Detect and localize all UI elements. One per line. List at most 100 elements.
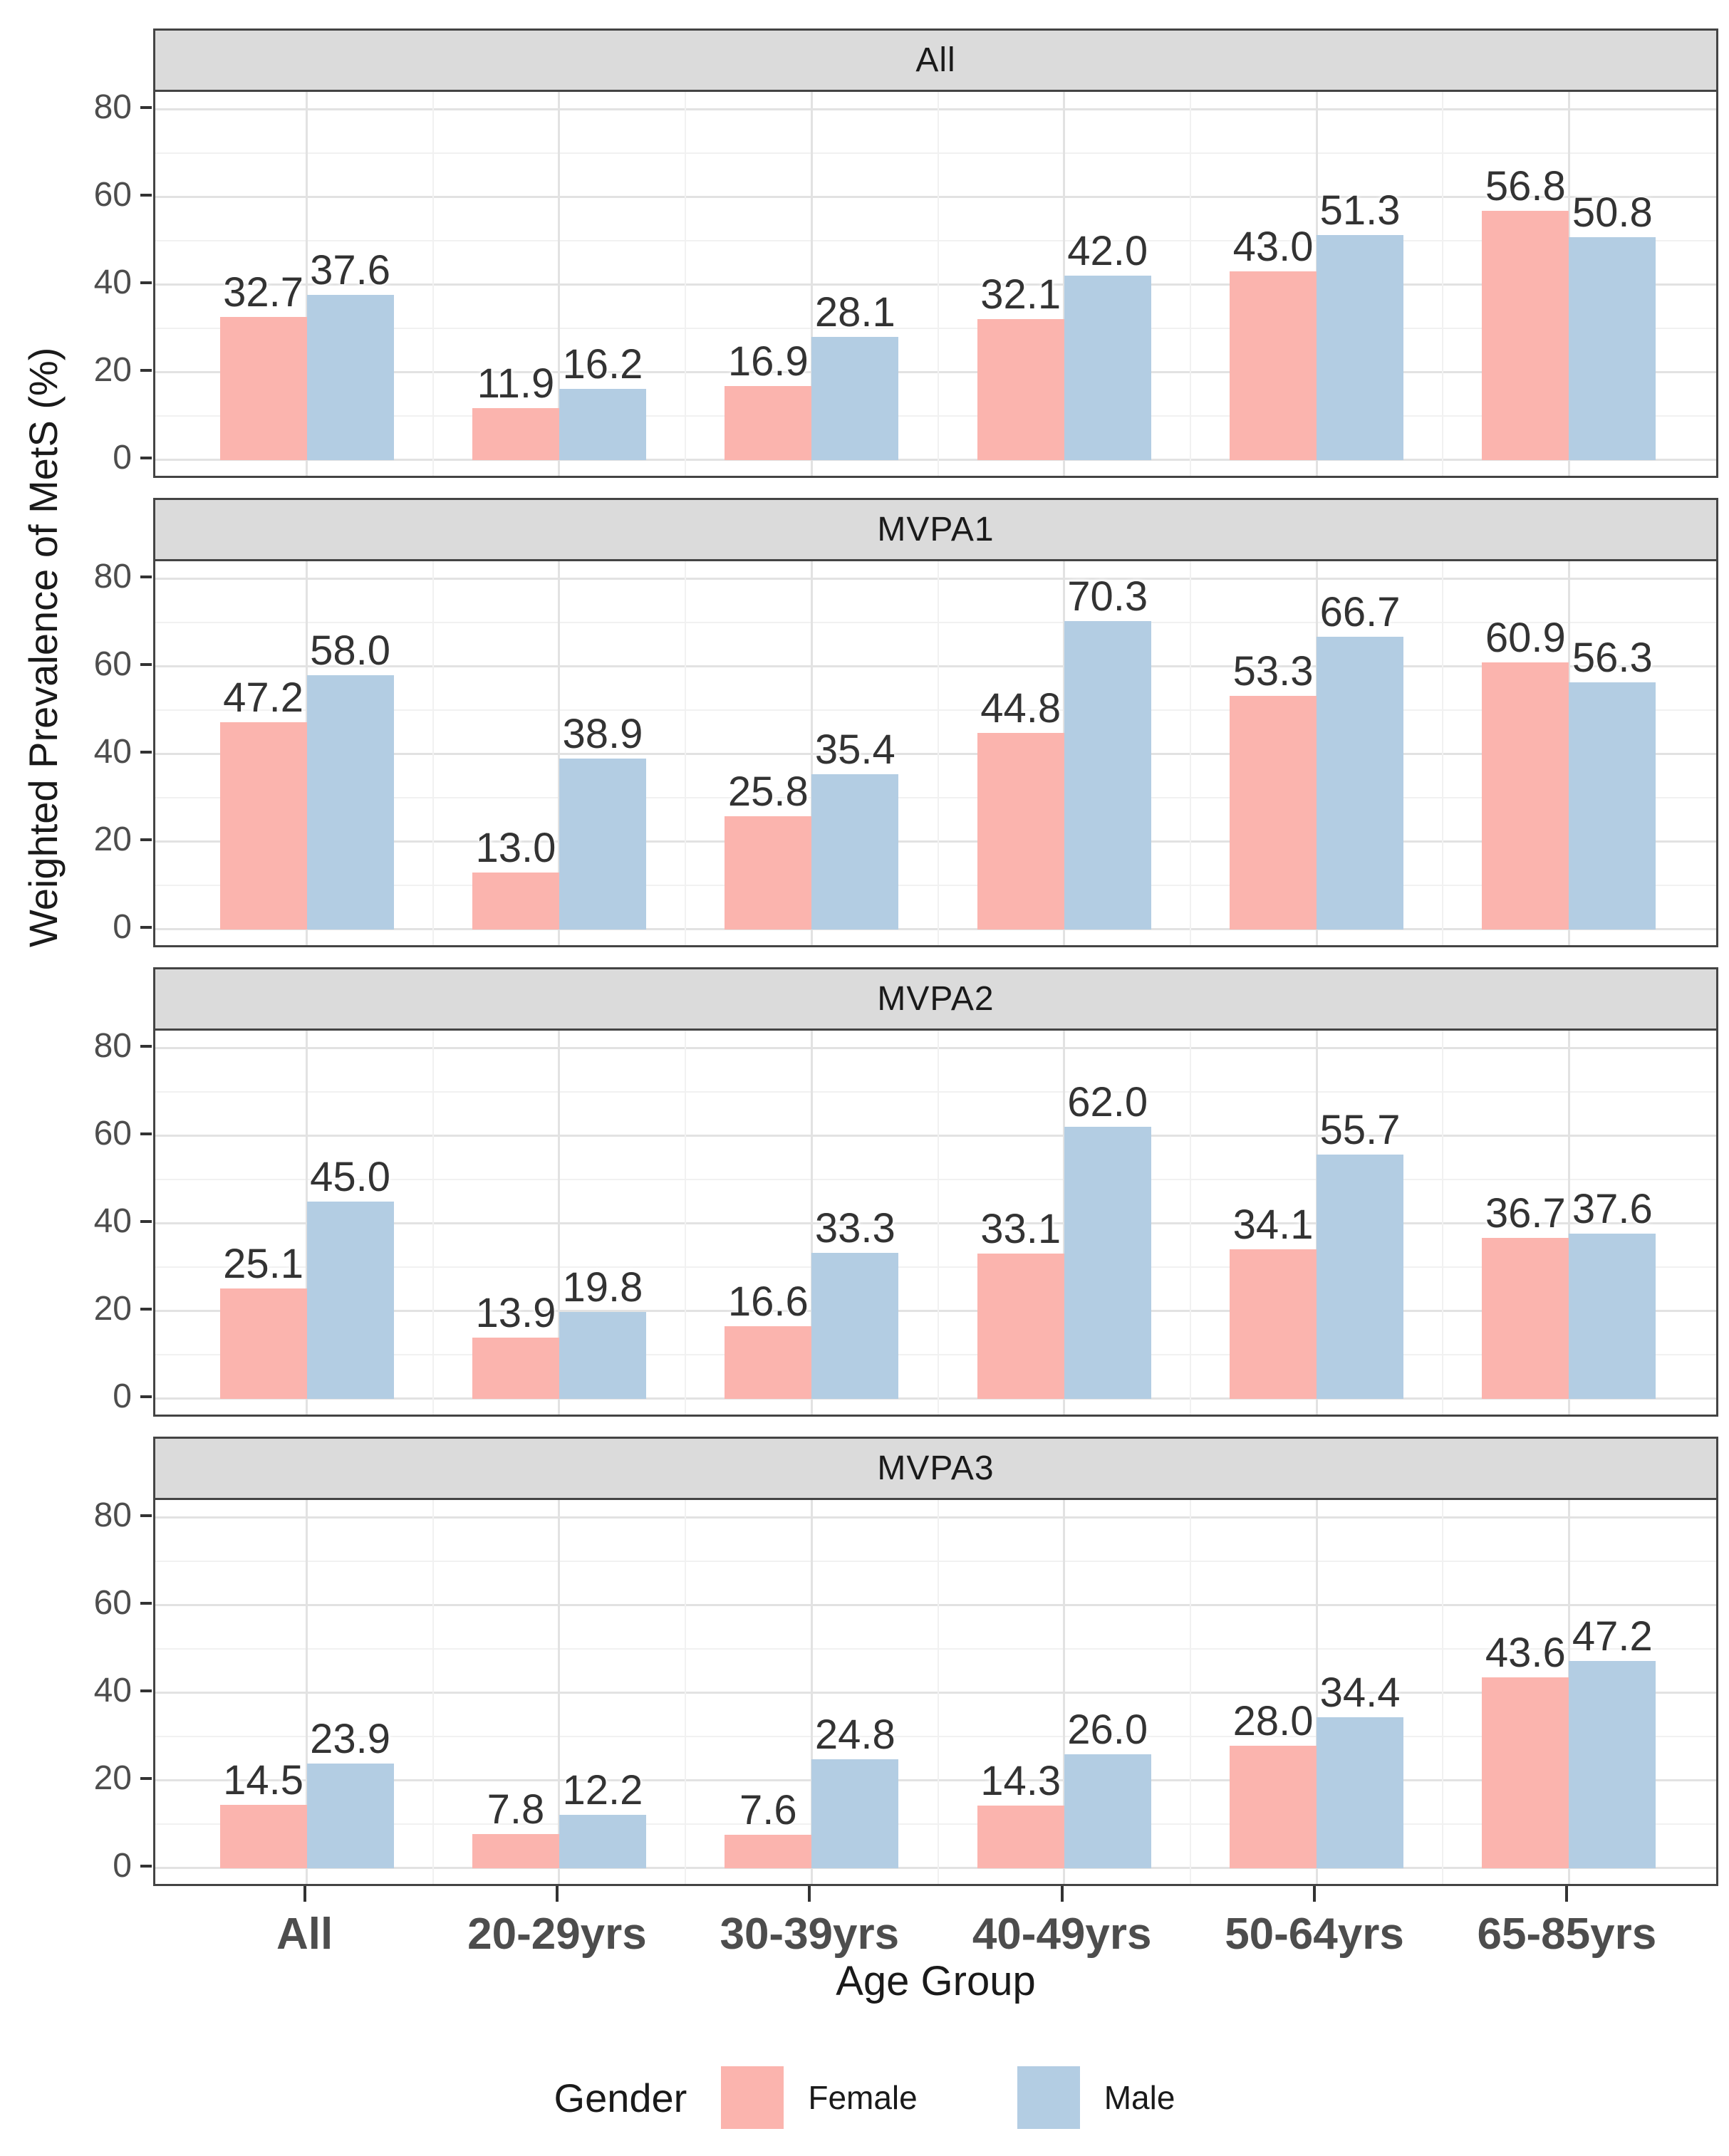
bar-female (725, 1326, 812, 1399)
gridline-minor-h (155, 415, 1716, 417)
gridline-minor-v (432, 1500, 434, 1884)
bar-value-label: 25.1 (223, 1241, 304, 1288)
y-tick-mark (140, 456, 152, 459)
bar-female (977, 319, 1064, 460)
bar-male (559, 759, 646, 929)
legend-entry-male: Male (1017, 2066, 1175, 2129)
gridline-minor-v (1442, 1031, 1444, 1415)
bar-value-label: 58.0 (310, 627, 391, 674)
bar-male (559, 389, 646, 460)
y-tick-label: 40 (93, 1202, 132, 1240)
facet-strip-label: MVPA3 (877, 1449, 995, 1487)
gridline-major-h (155, 108, 1716, 111)
gridline-major-h (155, 1692, 1716, 1694)
bar-female (472, 1338, 559, 1399)
bar-male (1064, 621, 1151, 929)
gridline-minor-v (937, 92, 939, 476)
bar-value-label: 51.3 (1319, 187, 1401, 234)
bar-value-label: 66.7 (1319, 589, 1401, 636)
gridline-minor-h (155, 622, 1716, 624)
gridline-major-h (155, 578, 1716, 580)
bar-female (1230, 1745, 1317, 1868)
y-tick-mark (140, 281, 152, 284)
y-tick-label: 60 (93, 1114, 132, 1152)
bar-value-label: 33.3 (814, 1204, 895, 1251)
x-category-label: 30-39yrs (720, 1910, 900, 1959)
bar-male (1064, 1754, 1151, 1868)
bar-male (559, 1814, 646, 1868)
gridline-minor-h (155, 709, 1716, 712)
bar-value-label: 12.2 (562, 1766, 643, 1813)
bar-value-label: 26.0 (1067, 1706, 1148, 1753)
plot-area-mvpa3: 14.5 7.8 7.6 14.3 28.0 43.6 23.9 12.2 24.8 26.0 34… (153, 1498, 1718, 1886)
gridline-major-v (558, 92, 561, 476)
bar-female (725, 385, 812, 460)
y-tick-label: 40 (93, 732, 132, 771)
bar-male (1569, 1234, 1656, 1399)
bar-value-label: 42.0 (1067, 228, 1148, 275)
x-tick-mark (1565, 1886, 1569, 1902)
bar-value-label: 56.8 (1485, 163, 1566, 210)
bar-value-label: 43.0 (1232, 224, 1314, 271)
y-tick-mark (140, 662, 152, 666)
bar-value-label: 7.8 (487, 1786, 545, 1833)
bar-value-label: 53.3 (1232, 647, 1314, 694)
bar-value-label: 34.4 (1319, 1670, 1401, 1717)
bar-male (811, 774, 899, 929)
bar-value-label: 37.6 (1572, 1186, 1653, 1233)
y-tick-mark (140, 105, 152, 109)
y-tick-mark (140, 1132, 152, 1135)
gridline-minor-v (1442, 1500, 1444, 1884)
gridline-major-h (155, 1397, 1716, 1400)
y-tick-mark (140, 1689, 152, 1692)
bar-value-label: 32.1 (980, 271, 1061, 318)
legend-title: Gender (554, 2075, 687, 2120)
gridline-major-h (155, 1604, 1716, 1607)
bar-value-label: 62.0 (1067, 1079, 1148, 1126)
bar-value-label: 16.6 (727, 1278, 809, 1325)
gridline-major-v (306, 92, 308, 476)
bar-male (1569, 237, 1656, 460)
gridline-major-v (558, 561, 561, 945)
legend: Gender Female Male (0, 2051, 1729, 2144)
bar-value-label: 44.8 (980, 685, 1061, 732)
facet-strip-all: All (153, 28, 1718, 92)
bar-female (977, 733, 1064, 929)
bar-female (725, 816, 812, 929)
bar-female (1230, 271, 1317, 460)
legend-label-male: Male (1104, 2079, 1175, 2116)
male-color-swatch (1017, 2066, 1080, 2129)
bar-female (1230, 1249, 1317, 1399)
y-tick-mark (140, 1776, 152, 1780)
bar-value-label: 45.0 (310, 1153, 391, 1200)
x-category-label: All (276, 1910, 333, 1959)
bar-female (725, 1835, 812, 1868)
y-tick-mark (140, 1601, 152, 1605)
gridline-major-h (155, 1047, 1716, 1050)
bar-female (219, 1804, 307, 1868)
bar-female (219, 316, 307, 460)
gridline-minor-v (937, 561, 939, 945)
bar-female (219, 1288, 307, 1399)
bar-value-label: 33.1 (980, 1206, 1061, 1253)
facet-strip-mvpa1: MVPA1 (153, 498, 1718, 561)
bar-value-label: 14.5 (223, 1756, 304, 1803)
bar-value-label: 28.0 (1232, 1697, 1314, 1744)
gridline-minor-v (1442, 561, 1444, 945)
bar-value-label: 43.6 (1485, 1629, 1566, 1676)
female-color-swatch (721, 2066, 784, 2129)
facet-strip-mvpa2: MVPA2 (153, 967, 1718, 1031)
bar-value-label: 13.9 (475, 1290, 556, 1337)
bar-value-label: 55.7 (1319, 1107, 1401, 1154)
gridline-minor-v (685, 561, 687, 945)
y-tick-mark (140, 925, 152, 929)
y-tick-label: 80 (93, 557, 132, 595)
gridline-major-h (155, 283, 1716, 286)
y-tick-label: 0 (113, 907, 132, 946)
bar-female (1482, 662, 1569, 929)
bar-value-label: 47.2 (1572, 1613, 1653, 1660)
bar-value-label: 16.2 (562, 341, 643, 388)
x-tick-mark (808, 1886, 811, 1902)
bar-male (306, 295, 394, 460)
gridline-major-v (810, 92, 813, 476)
